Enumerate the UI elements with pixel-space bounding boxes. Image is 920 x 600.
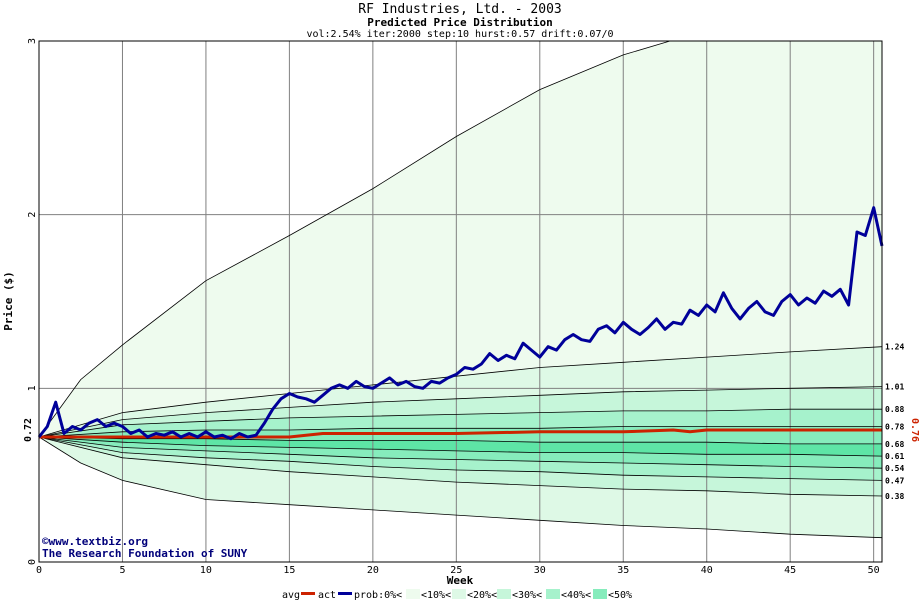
chart-subtitle: Predicted Price Distribution [367, 16, 552, 29]
credit-website: ©www.textbiz.org [42, 535, 148, 548]
percentile-line-p50 [38, 436, 882, 445]
x-tick-labels: 0 5 10 15 20 25 30 35 40 45 50 [36, 565, 880, 576]
band-p80-p70 [39, 386, 882, 437]
band-p70-p60 [39, 409, 882, 437]
percentile-line-p30 [38, 436, 883, 469]
x-tick-label-5: 5 [119, 565, 125, 576]
x-tick-label-45: 45 [784, 565, 796, 576]
legend-band-20-label: <20%< [467, 590, 497, 600]
percentile-line-p90 [38, 346, 883, 438]
plot-area [37, 40, 884, 563]
probability-bands [39, 41, 882, 538]
band-p50-p40 [39, 437, 882, 457]
x-tick-label-10: 10 [200, 565, 212, 576]
percentile-end-label-p70: 0.88 [885, 405, 904, 414]
legend-band-20-swatch [497, 589, 511, 599]
legend-band-40-swatch [593, 589, 607, 599]
x-tick-label-30: 30 [534, 565, 546, 576]
start-price-label: 0.72 [23, 418, 34, 442]
percentile-line-p40 [38, 436, 883, 457]
band-p20-p10 [39, 437, 882, 496]
y-tick-label-2: 2 [27, 212, 38, 218]
percentile-end-label-p60: 0.78 [885, 423, 904, 432]
percentile-lines [38, 40, 883, 539]
percentile-line-p10 [38, 436, 883, 497]
legend-band-10-swatch [452, 589, 466, 599]
percentile-end-label-p90: 1.24 [885, 343, 904, 352]
legend-avg-swatch [301, 592, 315, 595]
legend-band-30-label: <30%< [512, 590, 542, 600]
x-axis-title: Week [447, 574, 474, 587]
legend-band-10-label: <10%< [421, 590, 451, 600]
legend: avg act prob:0%< <10%< <20%< <30%< <40%<… [282, 589, 632, 600]
legend-act-label: act [318, 590, 336, 600]
y-tick-labels: 0 1 2 3 [27, 38, 38, 565]
y-tick-label-1: 1 [27, 385, 38, 391]
percentile-end-labels: 1.24 1.01 0.88 0.78 0.68 0.61 0.54 0.47 0.38 [885, 343, 904, 501]
plot-frame [38, 40, 883, 563]
chart-title: RF Industries, Ltd. - 2003 [358, 2, 562, 17]
x-tick-label-0: 0 [36, 565, 42, 576]
band-p90-p80 [39, 346, 882, 437]
x-tick-label-25: 25 [450, 565, 462, 576]
percentile-end-label-p50: 0.68 [885, 440, 904, 449]
legend-avg-label: avg [282, 590, 300, 600]
x-tick-label-40: 40 [701, 565, 713, 576]
legend-band-50-label: <50% [608, 590, 632, 600]
band-p10-p0 [39, 437, 882, 538]
percentile-line-p20 [38, 436, 883, 481]
x-tick-label-50: 50 [868, 565, 880, 576]
percentile-line-p60 [38, 426, 882, 438]
end-average-price-label: 0.76 [909, 418, 920, 442]
y-axis-title: Price ($) [2, 271, 15, 331]
chart-parameters: vol:2.54% iter:2000 step:10 hurst:0.57 d… [306, 29, 613, 40]
x-tick-label-20: 20 [367, 565, 379, 576]
legend-band-40-label: <40%< [561, 590, 591, 600]
band-p30-p20 [39, 437, 882, 481]
band-p40-p30 [39, 437, 882, 469]
legend-prob-label: prob:0%< [354, 590, 402, 600]
credit-organization: The Research Foundation of SUNY [42, 547, 248, 560]
x-tick-label-35: 35 [617, 565, 629, 576]
legend-band-0-swatch [406, 589, 420, 599]
y-tick-label-3: 3 [27, 38, 38, 44]
band-p100-p90 [39, 41, 882, 437]
percentile-line-p80 [38, 386, 883, 438]
actual-price-line [37, 206, 884, 441]
percentile-end-label-p20: 0.47 [885, 476, 904, 485]
percentile-line-p100 [38, 40, 671, 438]
percentile-end-label-p10: 0.38 [885, 492, 904, 501]
percentile-line-p0 [38, 436, 883, 539]
legend-act-swatch [338, 592, 352, 595]
percentile-line-p70 [38, 408, 882, 438]
x-tick-label-15: 15 [283, 565, 295, 576]
percentile-end-label-p30: 0.54 [885, 464, 904, 473]
percentile-end-label-p80: 1.01 [885, 383, 904, 392]
grid-lines [39, 41, 882, 562]
legend-band-30-swatch [546, 589, 560, 599]
percentile-end-label-p40: 0.61 [885, 452, 904, 461]
y-tick-label-0: 0 [27, 559, 38, 565]
